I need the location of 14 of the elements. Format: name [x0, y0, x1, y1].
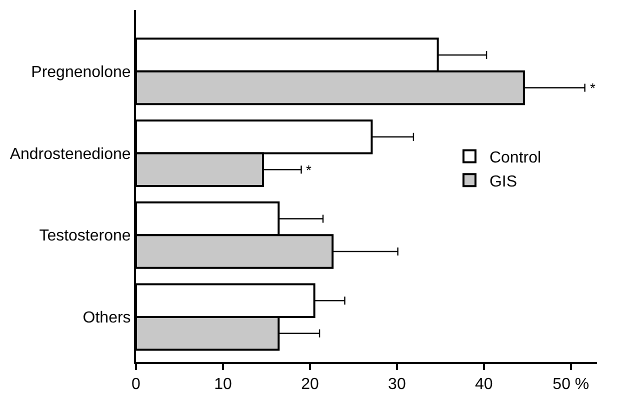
x-tick-label: 20	[301, 376, 319, 394]
y-tick-label: Others	[82, 310, 131, 327]
annotation: *	[590, 80, 596, 96]
x-tick-label: 50 %	[552, 376, 590, 394]
x-tick-label: 30	[388, 376, 406, 394]
x-tick-label: 10	[214, 376, 232, 394]
y-tick-label: Pregnenolone	[31, 64, 131, 81]
x-tick-label: 40	[475, 376, 493, 394]
x-tick-label: 0	[132, 376, 141, 394]
y-tick-label: Androstenedione	[10, 146, 131, 163]
annotation: *	[306, 162, 312, 178]
legend-label: Control	[489, 150, 542, 167]
y-tick-label: Testosterone	[39, 228, 131, 245]
legend-label: GIS	[489, 173, 518, 190]
